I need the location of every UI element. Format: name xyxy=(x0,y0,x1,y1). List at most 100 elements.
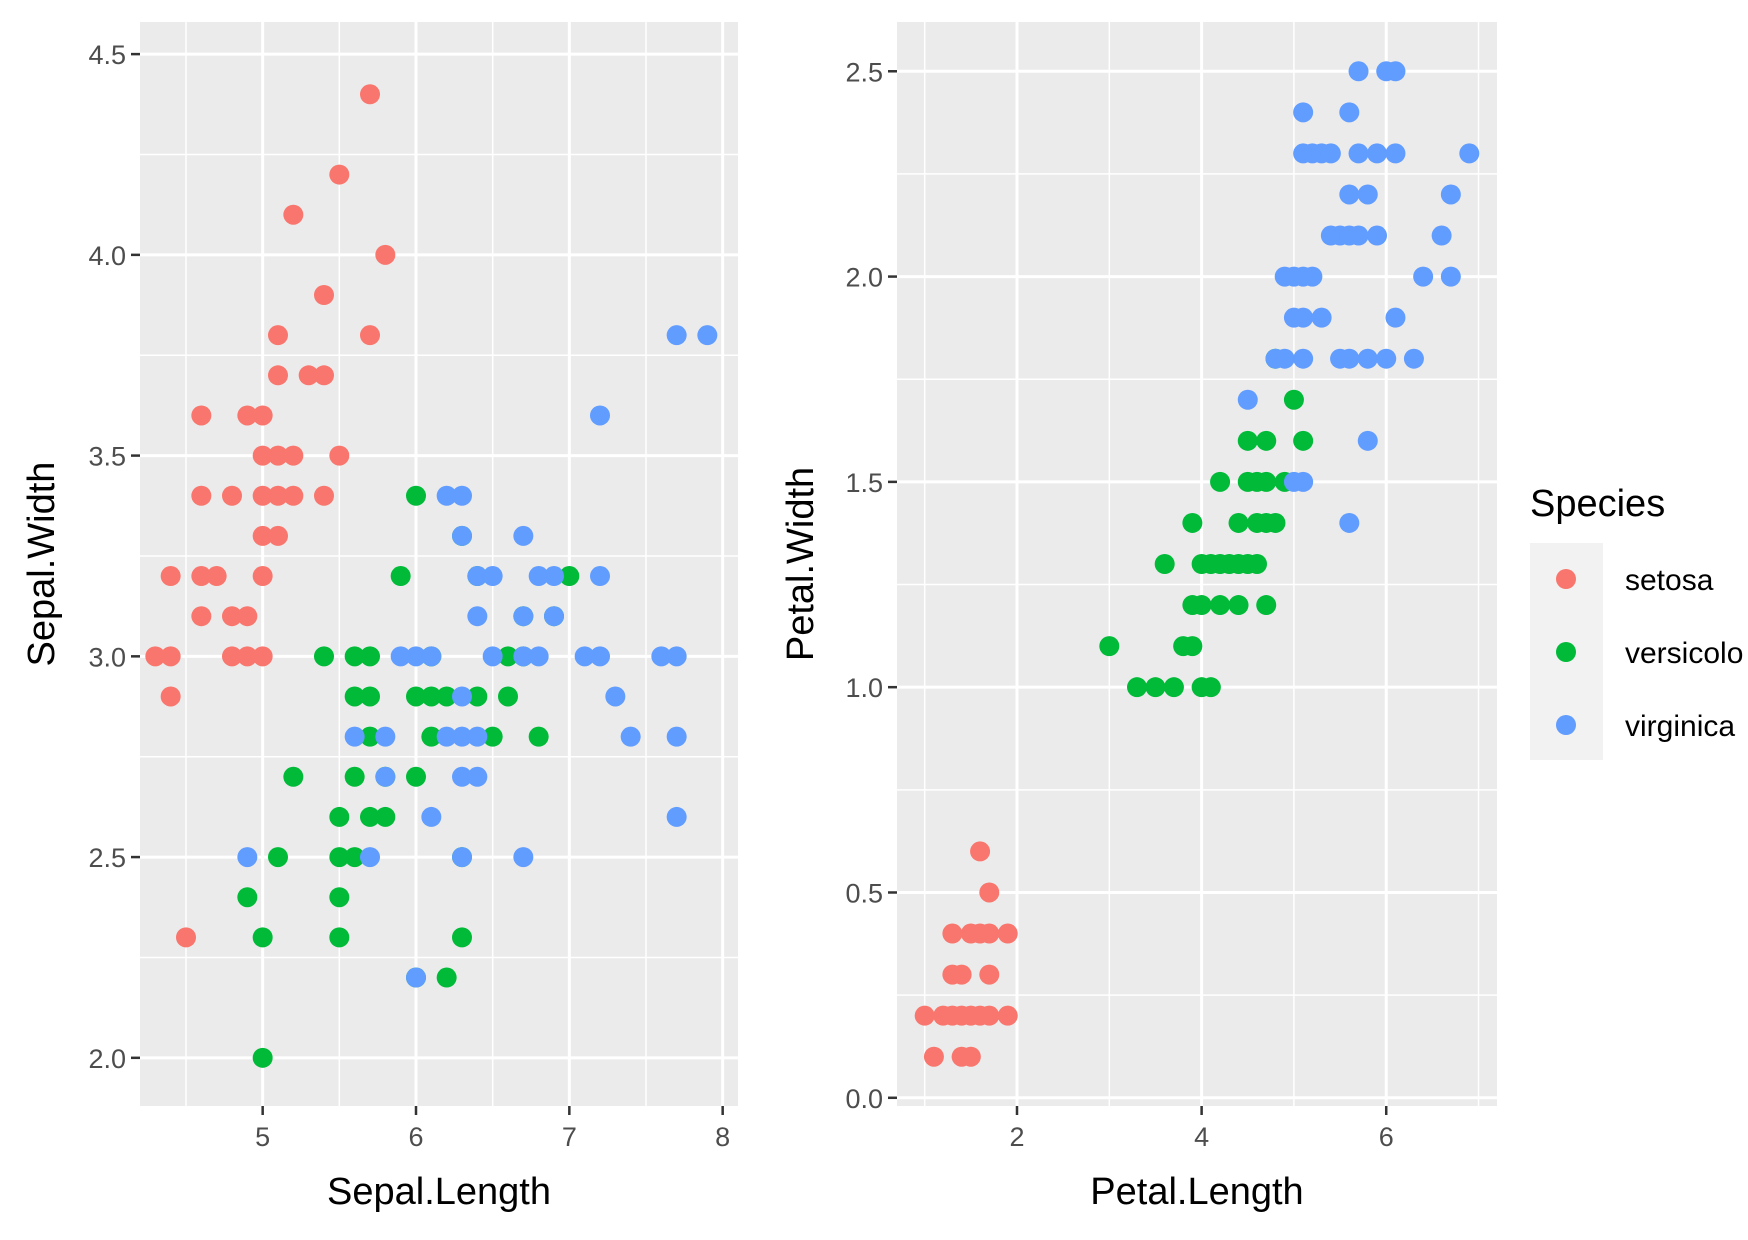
point-versicolor xyxy=(344,646,365,667)
point-versicolor xyxy=(498,686,518,707)
y-tick-label: 2.0 xyxy=(845,263,883,293)
point-virginica xyxy=(1357,184,1378,205)
point-versicolor xyxy=(528,726,549,747)
point-setosa xyxy=(237,405,258,426)
point-setosa xyxy=(997,923,1018,944)
point-virginica xyxy=(528,646,549,667)
point-setosa xyxy=(997,1005,1018,1026)
point-setosa xyxy=(252,646,273,667)
point-versicolor xyxy=(467,686,488,707)
point-setosa xyxy=(298,365,319,386)
point-virginica xyxy=(544,566,564,587)
x-tick-label: 5 xyxy=(255,1122,270,1152)
point-virginica xyxy=(1376,348,1397,369)
point-virginica xyxy=(666,806,687,827)
y-tick-label: 2.5 xyxy=(88,843,126,873)
gridlines xyxy=(140,22,738,1106)
point-virginica xyxy=(406,646,426,667)
point-versicolor xyxy=(436,967,457,988)
point-setosa xyxy=(970,841,991,862)
point-virginica xyxy=(1339,512,1360,533)
point-virginica xyxy=(1348,143,1369,164)
point-setosa xyxy=(237,646,258,667)
point-setosa xyxy=(360,325,380,346)
point-versicolor xyxy=(1256,430,1277,451)
point-virginica xyxy=(482,646,503,667)
point-virginica xyxy=(1293,471,1314,492)
y-axis: 2.0 2.5 3.0 3.5 4.0 4.5 xyxy=(88,40,140,1074)
point-setosa xyxy=(206,566,227,587)
legend-item-versicolor: versicolo xyxy=(1556,637,1743,670)
x-tick-label: 7 xyxy=(562,1122,577,1152)
point-versicolor xyxy=(360,806,380,827)
point-setosa xyxy=(960,1046,981,1067)
point-versicolor xyxy=(1228,595,1249,616)
y-tick-label: 0.5 xyxy=(845,878,883,908)
point-setosa xyxy=(191,485,212,506)
point-virginica xyxy=(513,525,534,546)
point-versicolor xyxy=(344,847,365,868)
point-setosa xyxy=(252,566,273,587)
y-tick-label: 4.0 xyxy=(88,241,126,271)
point-virginica xyxy=(1348,61,1369,82)
point-versicolor xyxy=(406,485,426,506)
point-virginica xyxy=(360,847,380,868)
point-setosa xyxy=(252,405,273,426)
point-virginica xyxy=(590,566,610,587)
point-versicolor xyxy=(482,726,503,747)
legend-item-setosa: setosa xyxy=(1556,564,1714,597)
legend-title: Species xyxy=(1530,483,1665,525)
point-virginica xyxy=(666,325,687,346)
point-setosa xyxy=(979,882,1000,903)
point-virginica xyxy=(452,766,472,787)
point-virginica xyxy=(574,646,595,667)
point-virginica xyxy=(1459,143,1480,164)
point-virginica xyxy=(237,847,258,868)
point-versicolor xyxy=(1145,677,1166,698)
point-versicolor xyxy=(314,646,334,667)
point-setosa xyxy=(268,445,288,466)
point-versicolor xyxy=(1154,554,1175,574)
legend-key-virginica xyxy=(1556,715,1576,735)
point-virginica xyxy=(1311,307,1332,328)
x-axis: 5 6 7 8 xyxy=(255,1106,730,1152)
point-setosa xyxy=(252,525,273,546)
point-versicolor xyxy=(1247,554,1267,574)
point-setosa xyxy=(268,365,288,386)
point-versicolor xyxy=(406,766,426,787)
point-setosa xyxy=(283,445,304,466)
point-virginica xyxy=(513,646,534,667)
y-tick-label: 4.5 xyxy=(88,40,126,70)
point-virginica xyxy=(1440,266,1461,287)
point-virginica xyxy=(421,806,442,827)
point-virginica xyxy=(467,726,488,747)
panel-petal: 0.0 0.5 1.0 1.5 2.0 2.5 2 4 6 Petal.Length Peta… xyxy=(780,22,1497,1213)
point-versicolor xyxy=(390,566,411,587)
point-setosa xyxy=(237,606,258,627)
point-versicolor xyxy=(329,806,350,827)
point-versicolor xyxy=(498,646,518,667)
x-tick-label: 6 xyxy=(408,1122,423,1152)
point-setosa xyxy=(145,646,166,667)
point-virginica xyxy=(375,766,396,787)
point-virginica xyxy=(1403,348,1424,369)
point-versicolor xyxy=(1228,512,1249,533)
point-versicolor xyxy=(406,686,426,707)
point-versicolor xyxy=(283,766,304,787)
point-virginica xyxy=(544,606,564,627)
point-virginica xyxy=(1367,143,1387,164)
point-virginica xyxy=(1293,348,1314,369)
point-virginica xyxy=(1339,184,1360,205)
x-axis-title: Petal.Length xyxy=(1090,1171,1303,1213)
point-virginica xyxy=(467,566,488,587)
point-versicolor xyxy=(360,726,380,747)
point-versicolor xyxy=(436,686,457,707)
point-setosa xyxy=(160,686,181,707)
y-axis-title: Petal.Width xyxy=(780,467,822,661)
point-virginica xyxy=(1385,143,1406,164)
legend-label-virginica: virginica xyxy=(1625,710,1735,743)
point-versicolor xyxy=(559,566,580,587)
x-axis: 2 4 6 xyxy=(1009,1106,1394,1152)
point-versicolor xyxy=(1265,512,1286,533)
